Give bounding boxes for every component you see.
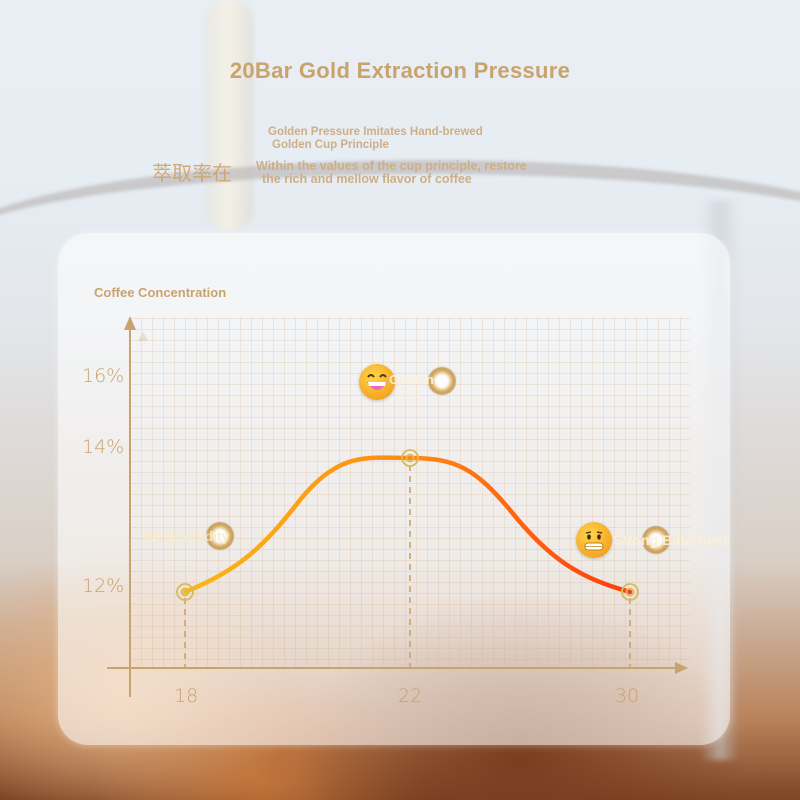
x-axis — [107, 662, 688, 674]
strong-bitterness-label: Strong Bitterness — [613, 532, 731, 548]
target-icon — [625, 587, 635, 597]
description: Within the values of the cup principle, … — [256, 160, 527, 186]
target-icon — [401, 449, 419, 467]
page-title: 20Bar Gold Extraction Pressure — [229, 58, 571, 83]
target-icon — [180, 587, 190, 597]
y-axis — [124, 316, 136, 697]
target-icon — [176, 583, 194, 601]
description-line-2: the rich and mellow flavor of coffee — [262, 172, 472, 186]
target-icon — [405, 453, 415, 463]
y-tick-12: 12% — [82, 575, 125, 597]
subtitle-line-1: Golden Pressure Imitates Hand-brewed — [268, 126, 483, 138]
chart-card — [58, 233, 730, 745]
subtitle: Golden Pressure Imitates Hand-brewed Gol… — [268, 126, 483, 152]
subtitle-line-2: Golden Cup Principle — [272, 139, 389, 151]
chinese-label: 萃取率在 — [152, 161, 232, 185]
y-axis-arrow-icon — [124, 316, 136, 330]
y-axis-title: Coffee Concentration — [94, 285, 227, 300]
description-line-1: Within the values of the cup principle, … — [256, 159, 527, 173]
point-markers — [176, 449, 639, 601]
grinning-emoji-icon — [359, 364, 395, 400]
target-icon — [621, 583, 639, 601]
coffee-bean-bead-icon — [206, 522, 234, 550]
x-axis-arrow-icon — [675, 662, 688, 674]
coffee-bean-bead-icon — [428, 367, 456, 395]
weak-acidity-label: Weak Acidity — [143, 528, 230, 544]
drop-lines — [184, 465, 631, 668]
coffee-bean-bead-icon — [642, 526, 670, 554]
grimacing-emoji-icon — [576, 522, 612, 558]
x-tick-18: 18 — [174, 685, 199, 707]
concentration-curve — [182, 455, 633, 595]
y-tick-14: 14% — [82, 436, 125, 458]
golden-cup-label: Golden Cup — [389, 372, 434, 400]
triangle-icon — [138, 332, 148, 341]
x-tick-22: 22 — [398, 685, 423, 707]
x-tick-30: 30 — [615, 685, 640, 707]
y-tick-16: 16% — [82, 365, 125, 387]
